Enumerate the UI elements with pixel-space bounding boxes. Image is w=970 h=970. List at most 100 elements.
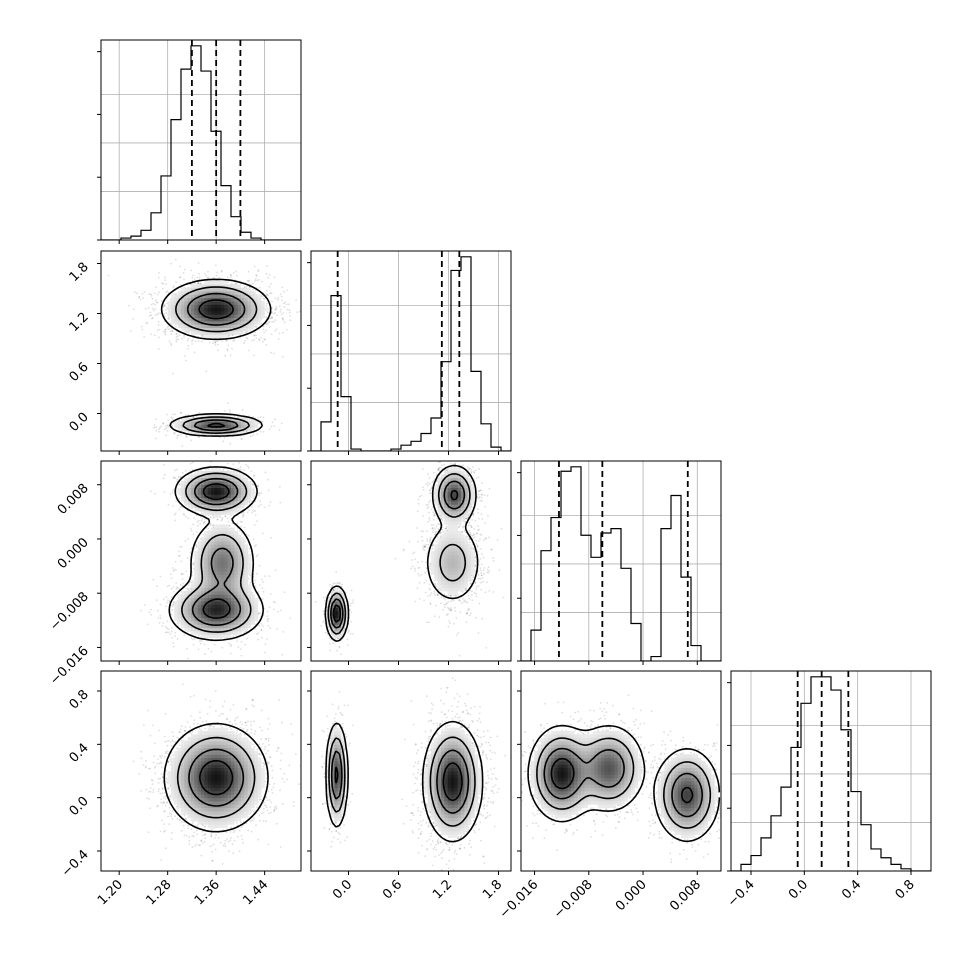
density-cell [197, 417, 202, 422]
density-cell [224, 281, 229, 285]
density-cell [177, 321, 182, 325]
density-cell [184, 324, 189, 329]
sample-point [150, 613, 153, 616]
sample-point [296, 311, 299, 314]
density-cell [224, 334, 229, 339]
sample-point [261, 295, 264, 298]
density-cell [254, 301, 259, 305]
sample-point [228, 409, 231, 411]
sample-point [241, 409, 244, 412]
sample-point [224, 354, 227, 357]
density-cell [194, 291, 199, 295]
density-cell [247, 314, 252, 319]
density-cell [221, 314, 225, 319]
sample-point [168, 584, 171, 587]
density-cell [251, 301, 255, 305]
sample-point [167, 631, 170, 634]
sample-point [268, 273, 271, 276]
density-cell [201, 284, 205, 289]
density-cell [231, 284, 235, 289]
density-cell [204, 307, 209, 312]
sample-point [145, 321, 148, 324]
density-cell [194, 304, 199, 309]
sample-point [179, 484, 182, 486]
sample-point [226, 349, 229, 352]
sample-point [279, 609, 282, 612]
sample-point [241, 515, 244, 518]
density-cell [204, 301, 209, 305]
density-cell [247, 321, 252, 325]
sample-point [147, 307, 150, 309]
density-cell [201, 297, 205, 302]
sample-point [174, 635, 177, 638]
density-cell [177, 294, 182, 299]
sample-point [254, 279, 257, 282]
density-cell [244, 291, 249, 295]
density-cell [224, 327, 229, 332]
density-cell [201, 291, 205, 295]
sample-point [209, 524, 212, 526]
density-cell [211, 421, 215, 425]
sample-point [194, 637, 196, 640]
density-cell [247, 291, 252, 295]
density-cell [174, 421, 179, 425]
density-cell [207, 297, 212, 302]
density-cell [184, 307, 189, 312]
sample-point [229, 652, 232, 655]
sample-point [254, 579, 257, 582]
density-cell [207, 311, 212, 315]
sample-point [132, 308, 135, 311]
sample-point [235, 282, 238, 285]
sample-point [263, 297, 266, 300]
sample-point [258, 338, 260, 341]
scatter-panel-0-2 [97, 460, 302, 665]
sample-point [164, 328, 167, 331]
sample-point [262, 297, 265, 300]
sample-point [233, 339, 236, 342]
density-cell [221, 301, 225, 305]
density-cell [251, 324, 255, 329]
sample-point [260, 629, 263, 631]
density-cell [227, 314, 232, 319]
sample-point [190, 340, 193, 343]
sample-point [157, 276, 160, 279]
sample-point [155, 286, 158, 289]
density-cell [234, 284, 239, 289]
sample-point [266, 289, 268, 292]
density-cell [251, 421, 255, 425]
sample-point [170, 416, 173, 418]
sample-point [258, 422, 260, 425]
sample-point [252, 474, 255, 477]
density-cell [217, 307, 222, 312]
sample-point [274, 569, 277, 572]
sample-point [205, 370, 208, 373]
sample-point [145, 307, 147, 310]
sample-point [266, 618, 268, 621]
sample-point [222, 440, 225, 443]
sample-point [238, 530, 241, 532]
sample-point [162, 305, 165, 308]
sample-point [256, 554, 259, 556]
contour-level [198, 299, 234, 428]
sample-point [283, 306, 285, 308]
sample-point [249, 435, 252, 438]
sample-point [158, 430, 160, 433]
sample-point [286, 308, 289, 311]
density-cell [221, 294, 225, 299]
density-cell [214, 287, 219, 292]
sample-point [170, 262, 172, 265]
sample-point [251, 339, 253, 342]
density-cell [211, 314, 215, 319]
sample-point [288, 303, 290, 306]
sample-point [245, 337, 248, 339]
sample-point [262, 590, 265, 593]
sample-point [183, 278, 186, 281]
density-cell [194, 307, 199, 312]
density-cell [224, 291, 229, 295]
density-cell [194, 317, 199, 322]
density-cell [207, 304, 212, 309]
sample-point [280, 295, 283, 298]
sample-point [274, 297, 277, 300]
sample-point [133, 291, 136, 294]
sample-point [204, 272, 207, 275]
